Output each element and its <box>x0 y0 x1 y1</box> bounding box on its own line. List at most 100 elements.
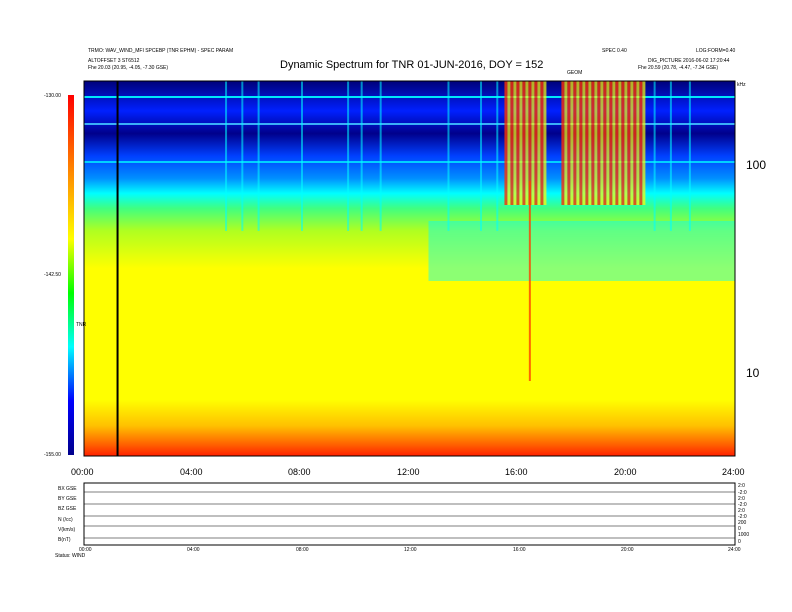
footer-status: Status: WIND <box>55 553 86 559</box>
panel-rtick-5: -2:0 <box>738 514 747 520</box>
spectral-line <box>84 123 735 125</box>
event-streak <box>561 81 565 205</box>
event-streak <box>597 81 601 205</box>
event-streak <box>573 81 577 205</box>
event-streak <box>519 81 523 205</box>
event-streak <box>516 81 520 205</box>
event-streak <box>633 81 637 205</box>
panel-rtick-1: -2:0 <box>738 490 747 496</box>
event-streak <box>609 81 613 205</box>
burst-streak <box>360 81 363 231</box>
event-streak <box>612 81 616 205</box>
event-streak <box>564 81 568 205</box>
x-tick-6: 24:00 <box>722 467 745 477</box>
right-unit-label: kHz <box>737 82 746 88</box>
event-streak <box>510 81 514 205</box>
burst-streak <box>257 81 260 231</box>
burst-streak <box>301 81 303 231</box>
event-streak <box>540 81 544 205</box>
event-streak <box>537 81 541 205</box>
event-streak <box>522 81 526 205</box>
event-streak <box>615 81 619 205</box>
event-streak <box>627 81 631 205</box>
colorbar-tick-mid: -142.50 <box>44 272 61 278</box>
panel-x-tick-5: 20:00 <box>621 547 634 553</box>
event-streak <box>567 81 571 205</box>
panel-rtick-0: 2:0 <box>738 483 745 489</box>
data-gap-line <box>116 81 119 456</box>
info-left-1: TRMO: WAV_WIND_MFI SPCEBP (TNR EPHM) - S… <box>88 48 234 54</box>
panel-x-tick-4: 16:00 <box>513 547 526 553</box>
panel-x-tick-2: 08:00 <box>296 547 309 553</box>
event-streak <box>588 81 592 205</box>
panel-rtick-2: 2:0 <box>738 496 745 502</box>
burst-streak <box>496 81 499 231</box>
spectral-line <box>84 96 735 98</box>
x-tick-2: 08:00 <box>288 467 311 477</box>
region-shift <box>428 221 735 281</box>
panel-x-tick-0: 00:00 <box>79 547 92 553</box>
x-tick-0: 00:00 <box>71 467 94 477</box>
panel-label-b: B(nT) <box>58 537 71 543</box>
event-streak <box>531 81 535 205</box>
panel-x-tick-1: 04:00 <box>187 547 200 553</box>
event-streak <box>636 81 640 205</box>
info-right-2: LOG:FORM=0.40 <box>696 48 736 54</box>
event-streak <box>642 81 646 205</box>
event-streak <box>621 81 625 205</box>
event-streak <box>600 81 604 205</box>
x-tick-1: 04:00 <box>180 467 203 477</box>
burst-streak <box>347 81 350 231</box>
colorbar-label: TNR <box>76 322 87 328</box>
event-streak <box>624 81 628 205</box>
panel-x-tick-3: 12:00 <box>404 547 417 553</box>
info-right-3: DIG_PICTURE 2016-06-02 17:20:44 <box>648 58 730 64</box>
event-streak <box>639 81 643 205</box>
burst-streak <box>447 81 450 231</box>
event-streak <box>534 81 538 205</box>
info-left-3: Fhe 20.03 (20.95, -4.05, -7.30 GSE) <box>88 65 169 71</box>
event-streak <box>582 81 586 205</box>
panel-rtick-7: 0 <box>738 526 741 532</box>
event-streak <box>630 81 634 205</box>
event-streak <box>579 81 583 205</box>
colorbar <box>68 95 74 455</box>
burst-streak <box>241 81 244 231</box>
burst-streak <box>688 81 691 231</box>
event-streak <box>570 81 574 205</box>
panel-label-bx: BX GSE <box>58 486 77 492</box>
event-streak <box>525 81 529 205</box>
colorbar-tick-top: -130.00 <box>44 93 61 99</box>
event-streak <box>507 81 511 205</box>
panel-rtick-8: 1000 <box>738 532 750 538</box>
x-tick-4: 16:00 <box>505 467 528 477</box>
bottom-panels-frame <box>83 482 736 546</box>
y-tick-10: 10 <box>746 366 760 380</box>
panel-rtick-3: -2:0 <box>738 502 747 508</box>
colorbar-tick-bottom: -155.00 <box>44 452 61 458</box>
spectrogram-frame <box>83 80 736 457</box>
event-streak <box>528 81 532 205</box>
event-streak <box>603 81 607 205</box>
burst-streak <box>669 81 672 231</box>
marker-label: GEOM <box>567 70 583 76</box>
y-tick-100: 100 <box>746 158 767 172</box>
burst-streak <box>480 81 483 231</box>
burst-streak <box>379 81 382 231</box>
info-right-4: Fhe 20.59 (20.78, -4.47, -7.34 GSE) <box>638 65 719 71</box>
event-streak <box>606 81 610 205</box>
panel-label-v: V(km/s) <box>58 527 76 533</box>
info-left-2: ALTOFFSET 3 ST6512 <box>88 58 140 64</box>
panel-rtick-9: 0 <box>738 539 741 545</box>
x-tick-5: 20:00 <box>614 467 637 477</box>
event-streak <box>504 81 508 205</box>
spectral-line <box>84 161 735 163</box>
panel-rtick-4: 2:0 <box>738 508 745 514</box>
panel-x-tick-6: 24:00 <box>728 547 741 553</box>
event-streak <box>528 181 531 381</box>
event-streak <box>618 81 622 205</box>
event-streak <box>591 81 595 205</box>
panel-label-bz: BZ GSE <box>58 506 77 512</box>
event-streak <box>594 81 598 205</box>
